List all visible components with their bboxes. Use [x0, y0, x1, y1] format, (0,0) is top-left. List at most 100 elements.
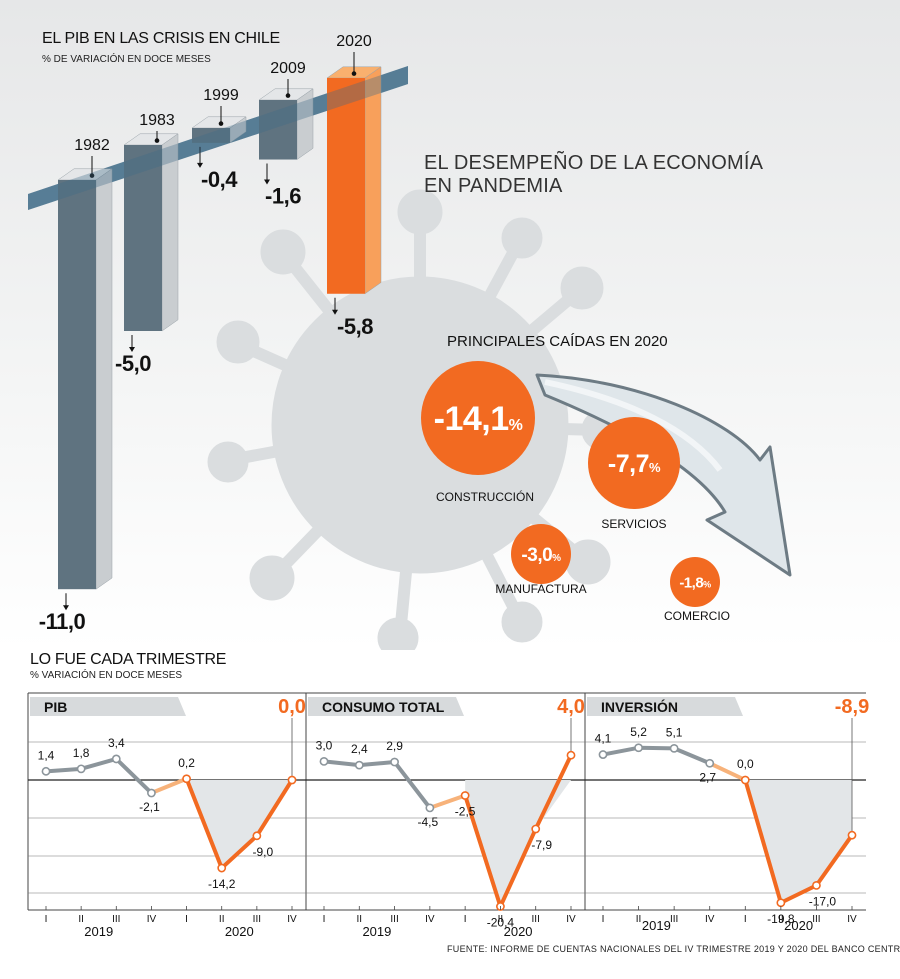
panel-pib-point-6: [217, 863, 227, 873]
crisis-bars-chart: 1982 -11,0 1983 -5,0 1999 -0,4 2009 -1,6 2020 -5,…: [28, 33, 408, 634]
bar-1982-year-dot: [89, 173, 95, 178]
bar-2009-value-arrowhead: [264, 179, 270, 185]
panel-inversión-label-4: 2,7: [699, 770, 716, 784]
bar-1982-year: 1982: [74, 137, 110, 154]
panel-inversión-xlabel-3: III: [670, 914, 678, 925]
panel-consumo-total-line-2020: [463, 754, 573, 909]
tilted-band-front: [28, 66, 408, 210]
panel-inversión-point-7: [812, 881, 821, 890]
panel-inversión-line-2019: [602, 745, 711, 766]
panel-consumo-total-label-4: -4,5: [418, 815, 439, 829]
bar-1999-year-dot: [218, 121, 224, 126]
panel-pib-point-4: [147, 788, 156, 798]
panel-pib-label-1: 1,4: [38, 748, 55, 762]
bar-2009-value: -1,6: [265, 184, 301, 209]
panel-pib-point-5: [182, 774, 191, 784]
bar-2020-year-dot: [351, 71, 357, 76]
panel-consumo-total-point-5: [460, 791, 470, 800]
bubble-servicios: [588, 417, 680, 509]
panel-consumo-total-xlabel-6: II: [498, 914, 504, 925]
panel-inversión-label-2: 5,2: [630, 725, 647, 739]
bar-1999-year: 1999: [203, 87, 239, 104]
panel-inversión-year-1: 2019: [642, 918, 671, 933]
bar-1983-value: -5,0: [115, 351, 151, 376]
bubble-servicios-label: SERVICIOS: [601, 517, 666, 531]
panel-inversión-last-value: -8,9: [835, 696, 869, 718]
bubble-construcción-label: CONSTRUCCIÓN: [436, 489, 534, 504]
panel-consumo-total-xlabel-7: III: [532, 914, 540, 925]
panel-pib-point-8: [287, 775, 297, 785]
panel-inversión-title: INVERSIÓN: [601, 698, 678, 715]
panel-pib-label-3: 3,4: [108, 736, 125, 750]
panel-inversión-label-7: -17,0: [809, 894, 837, 908]
bar-2009-year: 2009: [270, 60, 306, 77]
panel-pib-title: PIB: [44, 699, 67, 715]
panel-pib-point-1: [41, 766, 51, 776]
panel-inversión-xlabel-7: III: [812, 914, 820, 925]
panel-consumo-total-last-value: 4,0: [557, 696, 585, 718]
panel-inversión-line-2020: [743, 779, 854, 905]
panel-inversión-xlabel-8: IV: [847, 914, 857, 925]
bubble-comercio-value: -1,8%: [679, 574, 711, 591]
bar-1983: [124, 145, 162, 331]
bar-1983-value-arrowhead: [129, 347, 135, 352]
panel-pib-xlabel-4: IV: [147, 914, 157, 925]
panel-consumo-total-label-5: -2,5: [455, 805, 476, 819]
panel-consumo-total-line-2019: [323, 759, 432, 810]
panel-inversión-xlabel-4: IV: [705, 914, 715, 925]
panel-consumo-total-point-4: [425, 803, 435, 813]
panel-pib-xlabel-3: III: [112, 914, 120, 925]
panel-inversión-label-5: 0,0: [737, 757, 754, 771]
panel-consumo-total-xlabel-4: IV: [425, 914, 435, 925]
panel-pib-label-2: 1,8: [73, 746, 90, 760]
panel-consumo-total-title: CONSUMO TOTAL: [322, 699, 445, 715]
panel-pib-label-5: 0,2: [178, 756, 195, 770]
bubble-construcción-value: -14,1%: [434, 400, 523, 438]
bar-1999-value: -0,4: [201, 167, 238, 192]
trend-arrow-highlight: [544, 379, 723, 472]
panel-consumo-total-label-2: 2,4: [351, 742, 368, 756]
bar-2020: [327, 78, 365, 294]
panel-consumo-total-point-8: [566, 750, 576, 760]
panel-pib-label-4: -2,1: [139, 800, 160, 814]
panel-consumo-total-label-3: 2,9: [386, 739, 403, 753]
panel-inversión-point-4: [705, 758, 715, 768]
bar-1999-value-arrowhead: [197, 162, 203, 168]
panel-pib-xlabel-6: II: [219, 914, 225, 925]
chart-title: EL PIB EN LAS CRISIS EN CHILE: [42, 30, 280, 47]
bubble-construcción: [421, 361, 535, 475]
falls-bubble-chart: -14,1% CONSTRUCCIÓN -7,7% SERVICIOS -3,0% MAN…: [421, 361, 792, 623]
panel-inversión-xlabel-5: I: [744, 914, 747, 925]
panel-consumo-total-xlabel-3: III: [390, 914, 398, 925]
panel-consumo-total-xlabel-5: I: [464, 914, 467, 925]
quarterly-title: LO FUE CADA TRIMESTRE: [30, 651, 227, 668]
panel-inversión-point-1: [598, 750, 608, 759]
bar-1982-value: -11,0: [39, 609, 86, 634]
bar-2009: [259, 100, 297, 160]
bar-1982-value-arrowhead: [63, 605, 69, 611]
pandemic-heading-line-1: EL DESEMPEÑO DE LA ECONOMÍA: [424, 152, 764, 174]
bar-2020-value-arrowhead: [332, 309, 338, 315]
panel-inversión-xlabel-6: II: [778, 914, 784, 925]
panel-pib-last-value: 0,0: [278, 696, 306, 718]
panel-consumo-total-xlabel-2: II: [357, 914, 363, 925]
panel-inversión-year-2: 2020: [784, 918, 813, 933]
panel-consumo-total-year-1: 2019: [362, 924, 391, 939]
panel-pib-label-6: -14,2: [208, 877, 236, 891]
panel-pib-line-transition: [150, 776, 188, 795]
panel-consumo-total-xlabel-8: IV: [566, 914, 576, 925]
panel-consumo-total-year-2: 2020: [504, 924, 533, 939]
bar-2020-value: -5,8: [337, 314, 373, 339]
bar-2020-year: 2020: [336, 33, 372, 50]
panel-inversión-title-band: [587, 697, 743, 716]
panel-pib-label-7: -9,0: [253, 845, 274, 859]
bubble-servicios-value: -7,7%: [608, 450, 661, 478]
bubble-comercio-label: COMERCIO: [664, 609, 730, 623]
panel-consumo-total-line-transition: [429, 793, 466, 810]
panel-inversión-xlabel-2: II: [636, 914, 642, 925]
panel-consumo-total-label-1: 3,0: [316, 738, 333, 752]
panel-inversión-point-2: [634, 743, 643, 753]
panel-consumo-total-point-7: [531, 824, 541, 834]
bar-2009-year-dot: [285, 93, 291, 98]
chart-subtitle: % DE VARIACIÓN EN DOCE MESES: [42, 54, 211, 65]
